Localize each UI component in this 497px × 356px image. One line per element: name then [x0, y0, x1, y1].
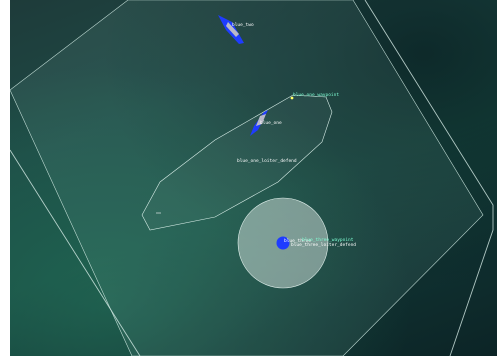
waypoint-label-blue-three: blue_three_waypoint — [302, 237, 354, 243]
waypoint-label-blue-one: blue_one_waypoint — [293, 92, 339, 98]
vehicle-blue-three[interactable]: blue_three — [276, 236, 312, 250]
vehicle-label-blue-one: blue_one — [260, 120, 282, 126]
operating-area — [10, 0, 484, 356]
loiter-zone-blue-one — [141, 94, 333, 231]
outer-boundary — [10, 0, 494, 356]
vehicle-label-blue-three: blue_three — [284, 238, 311, 244]
zone-label-blue-three: blue_three_loiter_defend — [291, 242, 356, 248]
scene-canvas[interactable]: blue_two blue_one blue_one_waypoint blue… — [10, 0, 497, 356]
vehicle-label-blue-two: blue_two — [232, 22, 254, 28]
vehicle-blue-two[interactable]: blue_two — [218, 15, 254, 44]
map-viewport[interactable]: blue_two blue_one blue_one_waypoint blue… — [10, 0, 497, 356]
zone-label-blue-one: blue_one_loiter_defend — [237, 158, 297, 164]
waypoint-blue-one[interactable]: blue_one_waypoint — [290, 92, 340, 100]
vehicle-blue-one[interactable]: blue_one — [250, 110, 282, 136]
